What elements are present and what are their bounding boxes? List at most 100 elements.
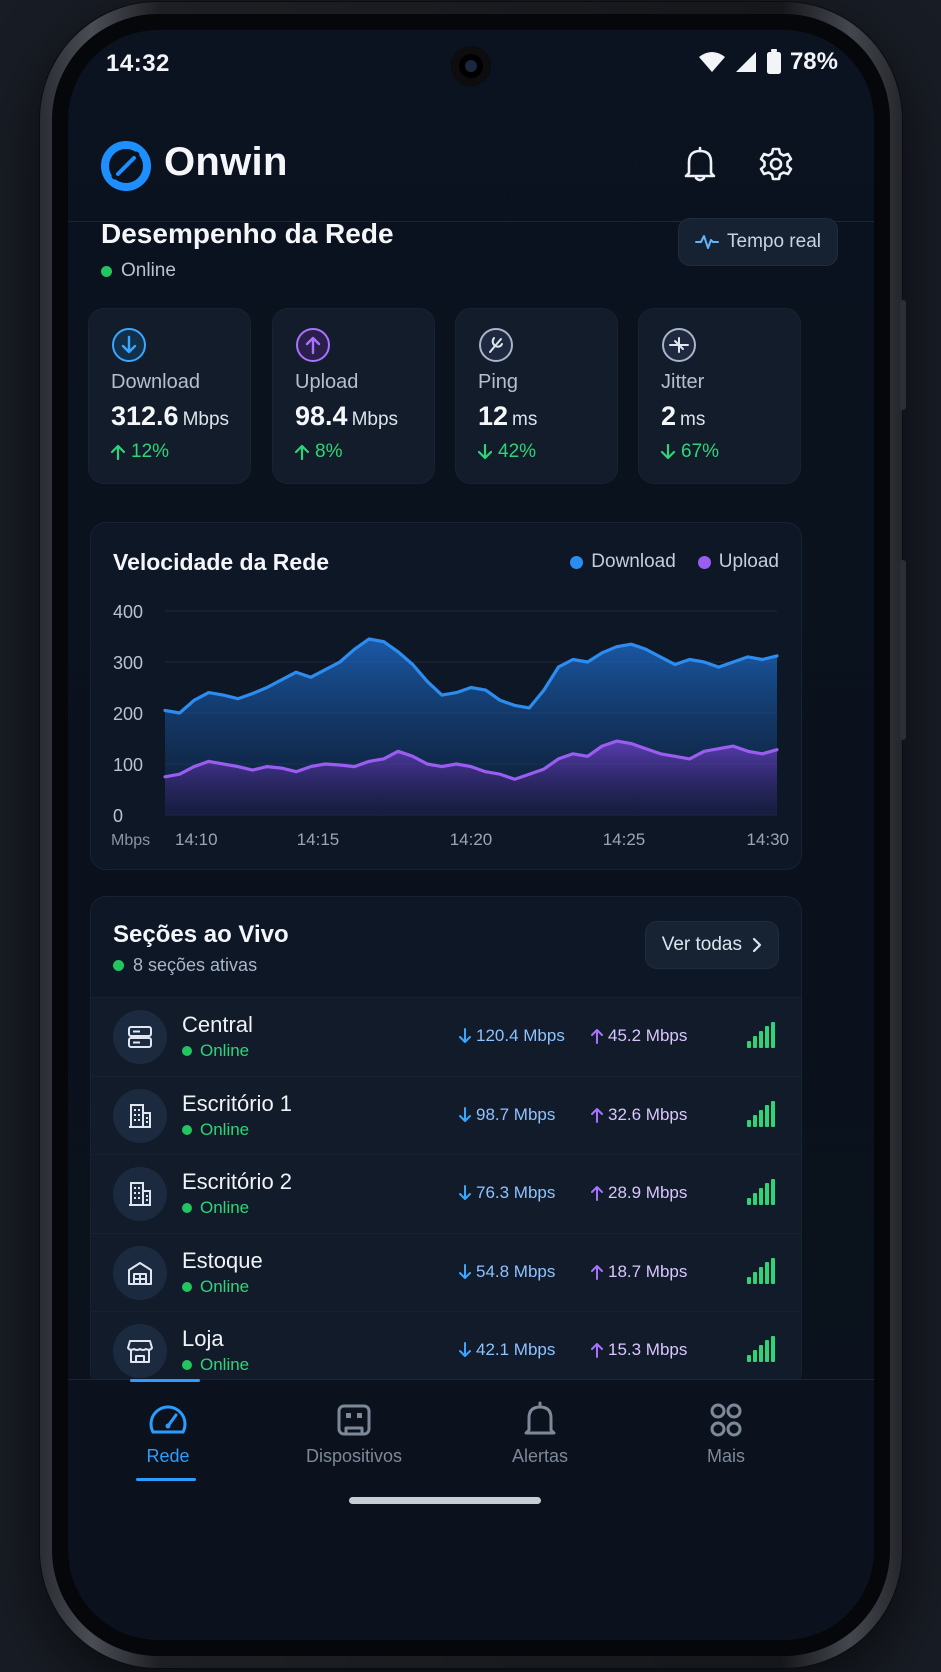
network-status-label: Online — [121, 260, 176, 281]
arrow-up-icon — [111, 444, 125, 460]
download-series-line — [163, 637, 779, 715]
legend-label: Download — [591, 551, 676, 572]
section-download: 120.4 Mbps — [459, 1026, 565, 1046]
arrow-down-icon — [459, 1185, 471, 1200]
stat-change: 42% — [478, 441, 536, 463]
nav-item-alertas[interactable]: Alertas — [440, 1380, 640, 1490]
signal-strength-icon — [747, 1257, 775, 1284]
section-name: Escritório 2 — [182, 1169, 293, 1194]
sections-list: Central Online 120.4 Mbps 45.2 Mbps Escr… — [91, 997, 801, 1387]
download-icon — [112, 328, 146, 362]
app-name: Onwin — [164, 140, 288, 184]
online-dot-icon — [101, 265, 112, 277]
y-tick-label: 400 — [113, 602, 143, 622]
section-status: Online — [182, 1120, 249, 1140]
stat-card-ping[interactable]: Ping 12 ms 42% — [455, 308, 618, 484]
realtime-label: Tempo real — [727, 231, 821, 252]
nav-label: Rede — [146, 1446, 190, 1466]
section-status: Online — [182, 1355, 249, 1375]
online-dot-icon — [182, 1124, 192, 1135]
sections-title: Seções ao Vivo — [113, 921, 289, 948]
nav-item-dispositivos[interactable]: Dispositivos — [254, 1380, 454, 1490]
building-icon — [129, 1182, 151, 1206]
notifications-button[interactable] — [678, 142, 722, 186]
battery-percent: 78% — [789, 48, 838, 75]
section-avatar — [113, 1245, 167, 1300]
section-avatar — [113, 1324, 167, 1378]
section-download: 98.7 Mbps — [459, 1105, 555, 1125]
bell-icon — [684, 146, 716, 182]
performance-title: Desempenho da Rede — [101, 218, 394, 249]
section-upload: 28.9 Mbps — [591, 1183, 687, 1203]
arrow-up-icon — [591, 1264, 603, 1280]
section-status: Online — [182, 1041, 249, 1061]
y-tick-label: 300 — [113, 653, 143, 673]
bottom-navigation: Rede Dispositivos Alertas Mais — [68, 1379, 874, 1539]
arrow-up-icon — [591, 1107, 603, 1123]
cell-signal-icon — [735, 52, 756, 72]
legend-swatch — [570, 555, 584, 569]
stat-value: 2 ms — [661, 401, 706, 431]
nav-label: Mais — [706, 1446, 745, 1466]
status-bar: 14:32 78% — [68, 30, 874, 100]
online-dot-icon — [182, 1281, 192, 1292]
stat-value: 12 ms — [478, 401, 538, 431]
status-icons: 78% — [698, 48, 838, 76]
stat-card-upload[interactable]: Upload 98.4 Mbps 8% — [272, 308, 435, 484]
home-indicator[interactable] — [349, 1497, 541, 1504]
x-tick-label: 14:30 — [746, 830, 789, 849]
arrow-down-icon — [459, 1028, 471, 1043]
online-dot-icon — [113, 960, 124, 971]
app-header: Onwin — [68, 118, 874, 222]
network-speed-chart: 0 100 200 300 400 14:10 14:15 14:20 14:25 14:30 Mb… — [111, 602, 789, 849]
list-item[interactable]: Escritório 1 Online 98.7 Mbps 32.6 Mbps — [91, 1075, 801, 1154]
stat-card-download[interactable]: Download 312.6 Mbps 12% — [88, 308, 251, 484]
settings-button[interactable] — [754, 142, 798, 186]
list-item[interactable]: Central Online 120.4 Mbps 45.2 Mbps — [91, 997, 801, 1076]
section-download: 76.3 Mbps — [459, 1183, 555, 1203]
section-download: 54.8 Mbps — [459, 1262, 555, 1282]
chart-legend: Download Upload — [570, 551, 779, 573]
nav-item-rede[interactable]: Rede — [68, 1379, 268, 1490]
grid-icon — [710, 1403, 742, 1437]
section-upload: 18.7 Mbps — [591, 1262, 687, 1282]
arrow-down-icon — [459, 1263, 471, 1279]
list-item[interactable]: Escritório 2 Online 76.3 Mbps 28.9 Mbps — [91, 1154, 801, 1233]
list-item[interactable]: Loja Online 42.1 Mbps 15.3 Mbps — [91, 1311, 801, 1387]
stat-label: Download — [111, 371, 200, 393]
signal-strength-icon — [747, 1022, 775, 1048]
side-button — [900, 560, 906, 740]
server-icon — [128, 1026, 152, 1048]
upload-series-area — [165, 741, 777, 815]
see-all-button[interactable]: Ver todas — [644, 921, 779, 969]
legend-swatch — [697, 555, 711, 569]
legend-item-download[interactable]: Download — [570, 551, 676, 573]
front-camera — [451, 46, 491, 86]
sections-count: 8 seções ativas — [133, 955, 258, 975]
stat-card-jitter[interactable]: Jitter 2 ms 67% — [638, 308, 801, 484]
legend-label: Upload — [718, 551, 779, 572]
ping-icon — [479, 328, 513, 362]
signal-strength-icon — [747, 1179, 775, 1205]
section-name: Central — [182, 1012, 253, 1037]
x-tick-label: 14:20 — [450, 830, 493, 849]
y-unit-label: Mbps — [111, 832, 150, 849]
stat-value: 98.4 Mbps — [295, 401, 399, 431]
section-name: Escritório 1 — [182, 1090, 293, 1116]
onwin-logo-icon — [101, 141, 151, 191]
bell-icon — [524, 1401, 556, 1435]
section-avatar — [113, 1088, 167, 1143]
gear-icon — [759, 147, 793, 181]
nav-item-mais[interactable]: Mais — [626, 1380, 826, 1490]
network-status: Online — [101, 260, 176, 282]
list-item[interactable]: Estoque Online 54.8 Mbps 18.7 Mbps — [91, 1232, 801, 1311]
building-icon — [129, 1103, 151, 1128]
side-button — [900, 300, 906, 410]
stat-label: Upload — [295, 371, 359, 393]
nav-label: Alertas — [511, 1446, 569, 1466]
upload-icon — [296, 328, 330, 362]
arrow-up-icon — [591, 1343, 603, 1358]
legend-item-upload[interactable]: Upload — [697, 551, 779, 573]
section-name: Loja — [182, 1326, 224, 1351]
realtime-button[interactable]: Tempo real — [678, 218, 838, 266]
